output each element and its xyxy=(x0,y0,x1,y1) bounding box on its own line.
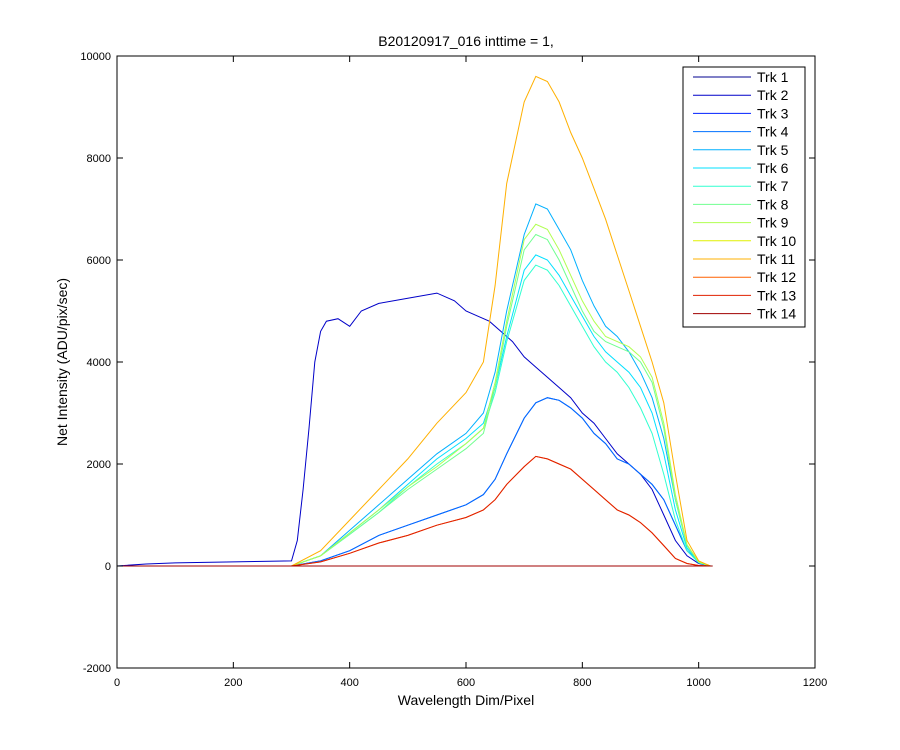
legend-label-3: Trk 3 xyxy=(757,105,789,121)
series-line-7 xyxy=(117,264,711,567)
series-line-8 xyxy=(117,233,711,567)
series-line-13 xyxy=(117,455,711,567)
legend-label-14: Trk 14 xyxy=(757,306,796,322)
x-tick-label: 800 xyxy=(573,677,591,689)
legend-label-11: Trk 11 xyxy=(757,251,795,267)
legend: Trk 1 Trk 2 Trk 3 Trk 4 Trk 5 Trk 6 Trk 7 Trk 8… xyxy=(682,66,806,328)
x-tick-label: 0 xyxy=(114,677,120,689)
legend-label-13: Trk 13 xyxy=(757,287,796,303)
chart-title: B20120917_016 inttime = 1, xyxy=(378,33,554,49)
series-line-9 xyxy=(117,223,711,567)
y-tick-label: 10000 xyxy=(80,51,111,63)
series-line-5 xyxy=(117,203,711,567)
series-line-11 xyxy=(117,75,711,567)
x-axis: 0 200 400 600 800 1000 1200 xyxy=(114,56,827,689)
y-axis-label: Net Intensity (ADU/pix/sec) xyxy=(54,278,70,446)
x-tick-label: 1000 xyxy=(686,677,710,689)
y-tick-label: 6000 xyxy=(87,255,111,267)
legend-label-6: Trk 6 xyxy=(757,160,789,176)
x-tick-label: 600 xyxy=(457,677,475,689)
legend-label-9: Trk 9 xyxy=(757,215,789,231)
legend-label-10: Trk 10 xyxy=(757,233,796,249)
y-tick-label: 2000 xyxy=(87,459,111,471)
legend-label-5: Trk 5 xyxy=(757,142,789,158)
y-tick-label: 0 xyxy=(105,561,111,573)
legend-label-2: Trk 2 xyxy=(757,87,789,103)
legend-label-8: Trk 8 xyxy=(757,196,789,212)
legend-label-12: Trk 12 xyxy=(757,269,796,285)
series-line-2 xyxy=(116,292,711,567)
series-line-4 xyxy=(117,397,711,567)
y-axis: -2000 0 2000 4000 6000 8000 10000 xyxy=(80,51,815,675)
x-tick-label: 1200 xyxy=(803,677,827,689)
legend-label-1: Trk 1 xyxy=(757,69,789,85)
x-axis-label: Wavelength Dim/Pixel xyxy=(398,692,534,708)
legend-box xyxy=(682,66,806,328)
legend-label-7: Trk 7 xyxy=(757,178,789,194)
legend-label-4: Trk 4 xyxy=(757,124,789,140)
y-tick-label: 4000 xyxy=(87,357,111,369)
y-tick-label: -2000 xyxy=(83,663,111,675)
x-tick-label: 400 xyxy=(340,677,358,689)
series-line-6 xyxy=(117,254,711,567)
x-tick-label: 200 xyxy=(224,677,242,689)
y-tick-label: 8000 xyxy=(87,153,111,165)
series-layer xyxy=(116,75,713,567)
